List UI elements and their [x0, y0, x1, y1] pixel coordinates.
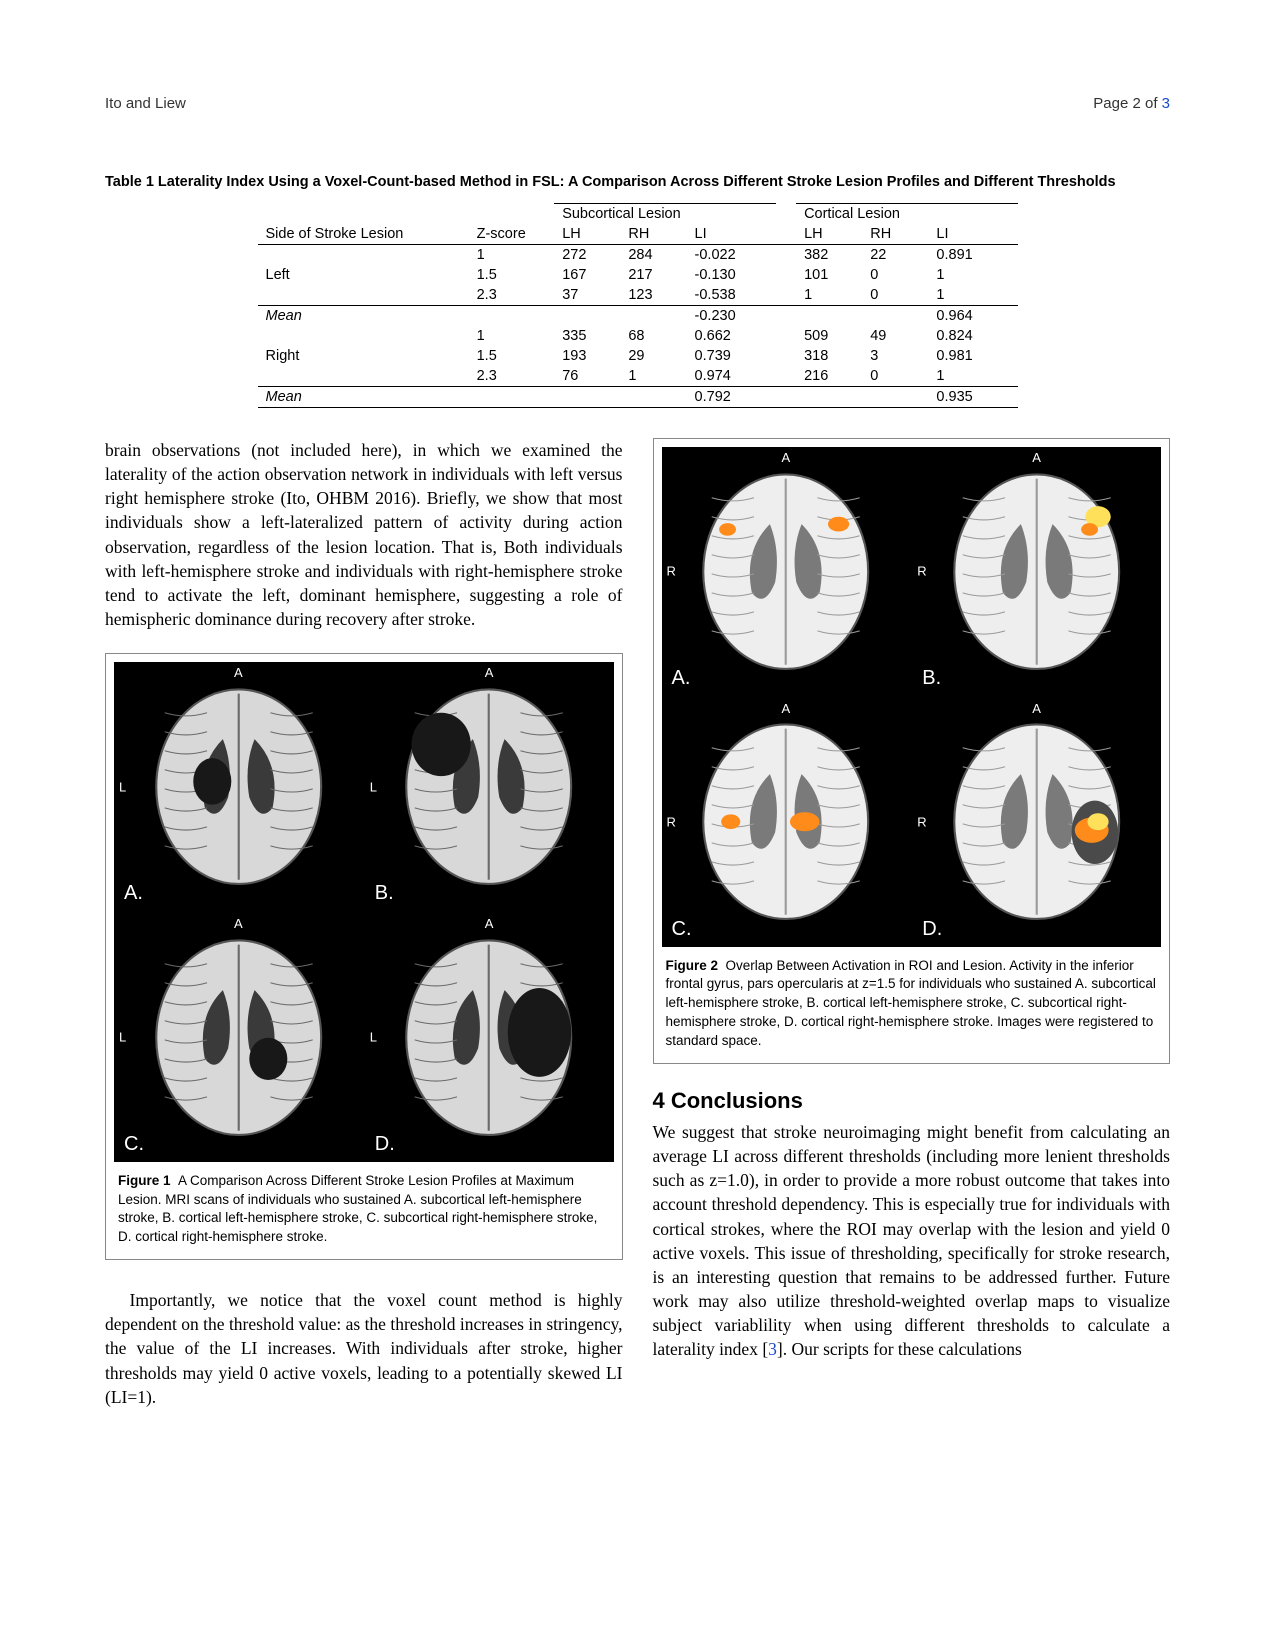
- brain-panel: ARC.: [662, 698, 911, 947]
- table-row: 1272284-0.022382220.891: [258, 245, 1018, 266]
- panel-label: A.: [124, 882, 143, 905]
- brain-panel: ARA.: [662, 447, 911, 696]
- panel-label: B.: [375, 882, 394, 905]
- figure2-caption: Figure 2 Overlap Between Activation in R…: [662, 957, 1162, 1055]
- brain-panel: ARD.: [912, 698, 1161, 947]
- table-row: 2.37610.97421601: [258, 366, 1018, 387]
- th-lh1: LH: [554, 224, 620, 245]
- table1-group-sub: Subcortical Lesion: [554, 204, 775, 225]
- table-row: Right1.5193290.73931830.981: [258, 346, 1018, 366]
- table1-group-cort: Cortical Lesion: [796, 204, 1017, 225]
- table1-title: Table 1 Laterality Index Using a Voxel-C…: [105, 172, 1170, 193]
- panel-label: D.: [922, 918, 942, 941]
- th-side: Side of Stroke Lesion: [258, 224, 469, 245]
- table-row: 2.337123-0.538101: [258, 285, 1018, 306]
- table-mean-row: Mean-0.2300.964: [258, 306, 1018, 327]
- brain-panel: ALA.: [114, 662, 363, 911]
- figure1: ALA.ALB.ALC.ALD. Figure 1 A Comparison A…: [105, 653, 623, 1260]
- brain-panel: ARB.: [912, 447, 1161, 696]
- header-authors: Ito and Liew: [105, 95, 186, 112]
- header-page: Page 2 of 3: [1093, 95, 1170, 112]
- brain-panel: ALC.: [114, 913, 363, 1162]
- left-para2: Importantly, we notice that the voxel co…: [105, 1288, 623, 1409]
- section4-para: We suggest that stroke neuroimaging migh…: [653, 1120, 1171, 1361]
- table-row: Left1.5167217-0.13010101: [258, 265, 1018, 285]
- panel-label: C.: [124, 1133, 144, 1156]
- section4-heading: 4 Conclusions: [653, 1088, 1171, 1114]
- th-lh2: LH: [796, 224, 862, 245]
- th-li1: LI: [687, 224, 776, 245]
- th-li2: LI: [928, 224, 1017, 245]
- table1: Subcortical Lesion Cortical Lesion Side …: [258, 203, 1018, 408]
- brain-panel: ALB.: [365, 662, 614, 911]
- th-rh2: RH: [862, 224, 928, 245]
- citation-3[interactable]: 3: [768, 1339, 777, 1359]
- table-row: 1335680.662509490.824: [258, 326, 1018, 346]
- panel-label: D.: [375, 1133, 395, 1156]
- th-rh1: RH: [620, 224, 686, 245]
- panel-label: A.: [672, 667, 691, 690]
- table-mean-row: Mean0.7920.935: [258, 387, 1018, 408]
- th-z: Z-score: [469, 224, 555, 245]
- figure1-caption: Figure 1 A Comparison Across Different S…: [114, 1172, 614, 1252]
- left-para1: brain observations (not included here), …: [105, 438, 623, 631]
- panel-label: B.: [922, 667, 941, 690]
- page-total-link[interactable]: 3: [1162, 95, 1170, 112]
- figure2: ARA.ARB.ARC.ARD. Figure 2 Overlap Betwee…: [653, 438, 1171, 1064]
- panel-label: C.: [672, 918, 692, 941]
- page-header: Ito and Liew Page 2 of 3: [105, 95, 1170, 112]
- brain-panel: ALD.: [365, 913, 614, 1162]
